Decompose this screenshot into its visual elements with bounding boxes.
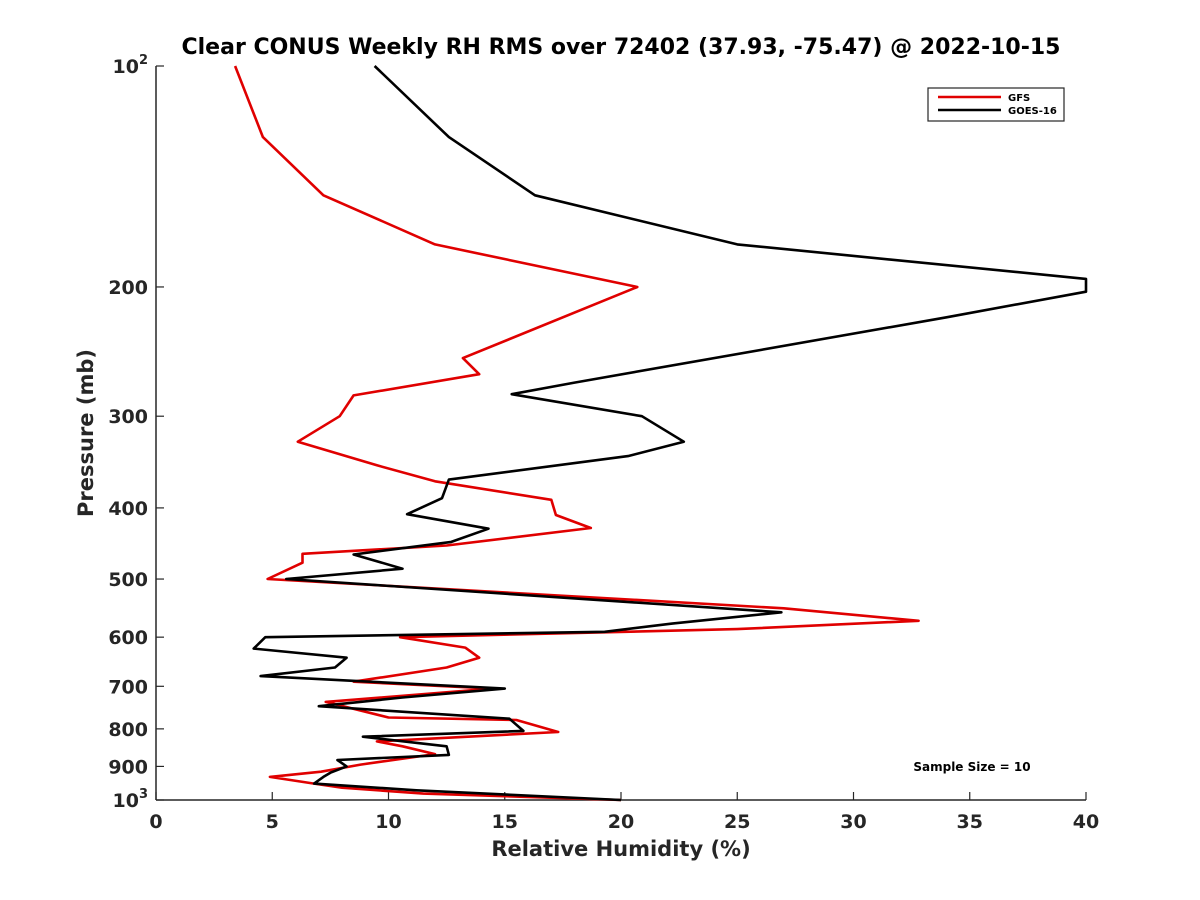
y-tick-label-base: 600 [108, 627, 148, 649]
y-tick-label-base: 10 [113, 56, 139, 78]
y-tick-label: 600 [108, 627, 148, 649]
series-lines [233, 65, 1088, 802]
x-tick-label: 0 [149, 811, 162, 833]
x-tick-label: 35 [957, 811, 983, 833]
legend-label-gfs: GFS [1008, 93, 1030, 104]
chart-title: Clear CONUS Weekly RH RMS over 72402 (37… [182, 35, 1061, 60]
legend: GFS GOES-16 [927, 87, 1065, 122]
y-tick-label: 200 [108, 277, 148, 299]
y-tick-label-exponent: 2 [139, 53, 148, 68]
y-tick-label: 103 [113, 787, 149, 812]
y-tick-label: 400 [108, 498, 148, 520]
y-tick-label: 300 [108, 406, 148, 428]
y-tick-label-base: 800 [108, 719, 148, 741]
y-axis-title: Pressure (mb) [74, 349, 98, 517]
x-tick-label: 20 [608, 811, 634, 833]
x-axis-ticks: 0 5 10 15 20 25 30 35 40 [149, 792, 1099, 833]
y-tick-label-base: 500 [108, 569, 148, 591]
y-tick-label: 500 [108, 569, 148, 591]
x-tick-label: 25 [724, 811, 750, 833]
y-tick-label-base: 200 [108, 277, 148, 299]
series-line-goes16 [252, 65, 1088, 802]
y-tick-label: 900 [108, 756, 148, 778]
sample-size-annotation: Sample Size = 10 [913, 760, 1030, 774]
y-tick-label-exponent: 3 [139, 787, 148, 802]
y-tick-label: 102 [113, 53, 149, 78]
x-tick-label: 5 [266, 811, 279, 833]
y-tick-label-base: 900 [108, 756, 148, 778]
y-tick-label-base: 700 [108, 676, 148, 698]
legend-label-goes16: GOES-16 [1008, 106, 1057, 117]
x-tick-label: 10 [375, 811, 401, 833]
y-tick-label-base: 300 [108, 406, 148, 428]
x-tick-label: 15 [492, 811, 518, 833]
legend-box [927, 87, 1065, 122]
x-tick-label: 30 [840, 811, 866, 833]
x-tick-label: 40 [1073, 811, 1099, 833]
y-tick-label: 700 [108, 676, 148, 698]
y-tick-label-base: 10 [113, 790, 139, 812]
x-axis-title: Relative Humidity (%) [491, 837, 750, 861]
y-tick-label: 800 [108, 719, 148, 741]
y-tick-label-base: 400 [108, 498, 148, 520]
